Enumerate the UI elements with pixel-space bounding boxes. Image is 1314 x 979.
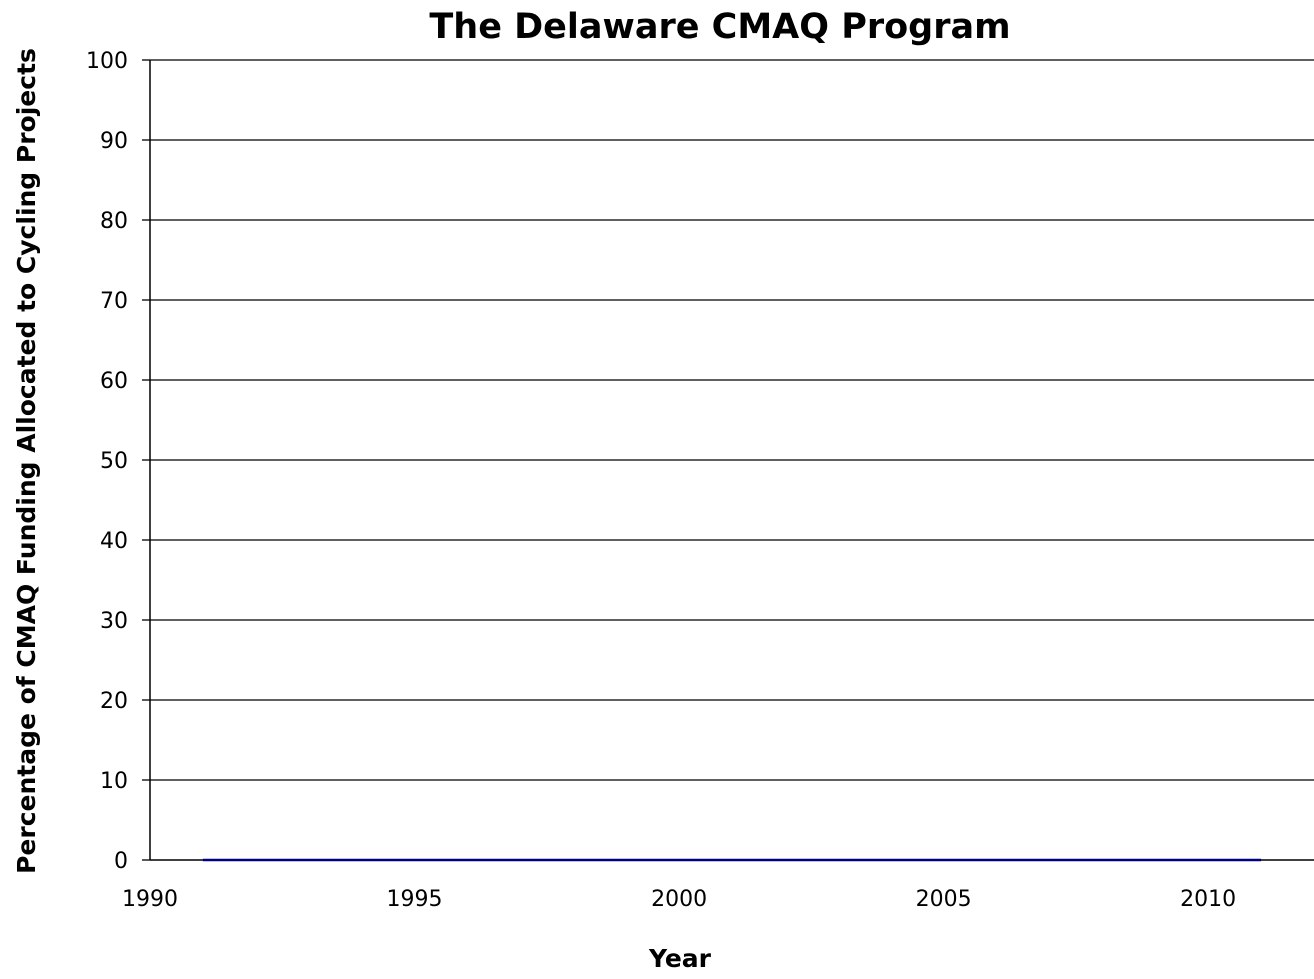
y-tick-label: 100 [86,49,128,74]
y-tick-label: 70 [100,289,128,314]
tick-marks-and-labels: 0 10 20 30 40 50 60 70 80 90 100 1990 1995 2000 2005 20… [86,49,1236,912]
y-axis-title: Percentage of CMAQ Funding Allocated to … [12,48,41,874]
y-tick-label: 0 [114,849,128,874]
x-tick-label: 2000 [651,887,707,912]
x-tick-label: 1995 [387,887,443,912]
chart-title: The Delaware CMAQ Program [429,7,1010,47]
x-tick-label: 2010 [1180,887,1236,912]
x-tick-label: 1990 [122,887,178,912]
x-tick-label: 2005 [916,887,972,912]
y-tick-label: 90 [100,129,128,154]
gridlines [150,59,1314,781]
x-axis-title: Year [648,944,712,973]
y-tick-label: 30 [100,609,128,634]
y-tick-label: 80 [100,209,128,234]
y-tick-label: 40 [100,529,128,554]
y-tick-label: 60 [100,369,128,394]
y-tick-label: 50 [100,449,128,474]
y-tick-label: 10 [100,769,128,794]
y-tick-label: 20 [100,689,128,714]
